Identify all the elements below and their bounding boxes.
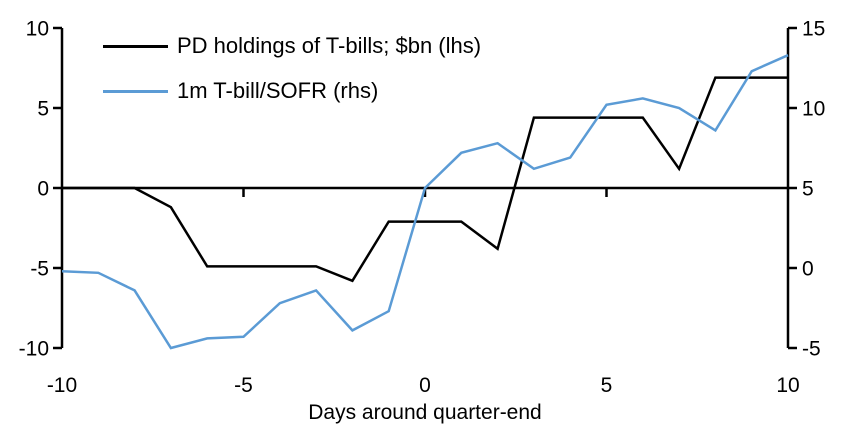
left-tick-label: -5 bbox=[30, 258, 49, 281]
series-line-0 bbox=[62, 76, 788, 283]
x-tick-label: -5 bbox=[234, 374, 253, 397]
x-tick-label: 0 bbox=[419, 374, 431, 397]
legend: PD holdings of T-bills; $bn (lhs) 1m T-b… bbox=[103, 34, 481, 103]
right-tick-label: 10 bbox=[802, 98, 825, 121]
legend-label-sofr: 1m T-bill/SOFR (rhs) bbox=[177, 78, 379, 103]
right-tick-label: 0 bbox=[802, 258, 814, 281]
left-tick-label: -10 bbox=[19, 338, 49, 361]
right-tick-label: -5 bbox=[802, 338, 821, 361]
right-tick-label: 5 bbox=[802, 178, 814, 201]
x-tick-label: -10 bbox=[47, 374, 77, 397]
legend-item-sofr: 1m T-bill/SOFR (rhs) bbox=[103, 79, 481, 103]
legend-line-pd-holdings bbox=[103, 44, 168, 48]
legend-item-pd-holdings: PD holdings of T-bills; $bn (lhs) bbox=[103, 34, 481, 58]
x-tick-label: 5 bbox=[601, 374, 613, 397]
legend-label-pd-holdings: PD holdings of T-bills; $bn (lhs) bbox=[177, 33, 482, 58]
left-tick-label: 0 bbox=[37, 178, 49, 201]
x-axis-title: Days around quarter-end bbox=[308, 401, 541, 424]
x-tick-label: 10 bbox=[776, 374, 799, 397]
left-tick-label: 10 bbox=[26, 18, 49, 41]
legend-line-sofr bbox=[103, 89, 168, 93]
series-line-1 bbox=[61, 54, 789, 350]
left-tick-label: 5 bbox=[37, 98, 49, 121]
right-tick-label: 15 bbox=[802, 18, 825, 41]
